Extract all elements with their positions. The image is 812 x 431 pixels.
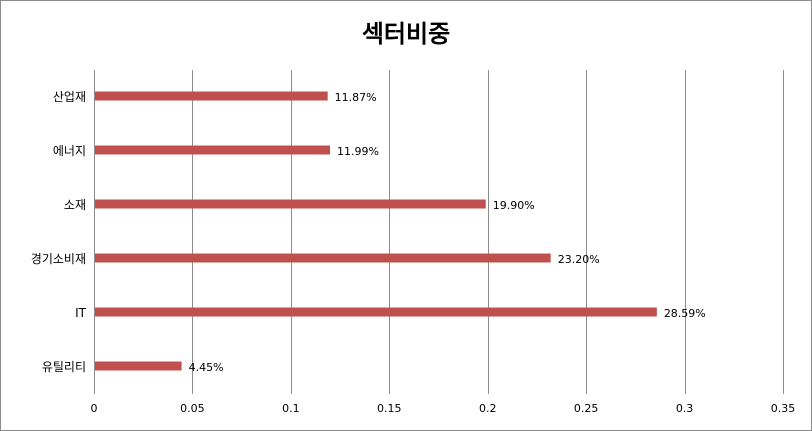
grid-lines [94,70,784,394]
bar [95,145,331,155]
data-label: 11.99% [337,145,379,158]
x-tick-label: 0 [91,402,98,415]
bars [95,91,657,371]
chart-title: 섹터비중 [362,20,450,48]
data-label: 19.90% [493,199,535,212]
data-label: 4.45% [189,361,224,374]
x-tick-label: 0.2 [479,402,497,415]
x-tick-label: 0.25 [574,402,599,415]
bar [95,91,328,101]
bar [95,253,551,263]
category-label: 경기소비재 [31,252,86,266]
data-label: 11.87% [335,91,377,104]
x-tick-label: 0.15 [377,402,402,415]
bar [95,361,182,371]
bar [95,199,486,209]
bar [95,307,657,317]
category-label: 소재 [64,198,86,212]
category-label: IT [75,306,87,320]
category-label: 에너지 [53,144,86,158]
data-labels: 11.87% 11.99% 19.90% 23.20% 28.59% 4.45% [189,91,706,374]
x-tick-label: 0.05 [180,402,205,415]
category-label: 유틸리티 [42,360,86,374]
data-label: 28.59% [664,307,706,320]
data-label: 23.20% [558,253,600,266]
category-label: 산업재 [53,90,86,104]
x-tick-label: 0.1 [282,402,300,415]
x-tick-labels: 0 0.05 0.1 0.15 0.2 0.25 0.3 0.35 [91,402,796,415]
x-tick-label: 0.3 [676,402,694,415]
x-tick-label: 0.35 [771,402,796,415]
